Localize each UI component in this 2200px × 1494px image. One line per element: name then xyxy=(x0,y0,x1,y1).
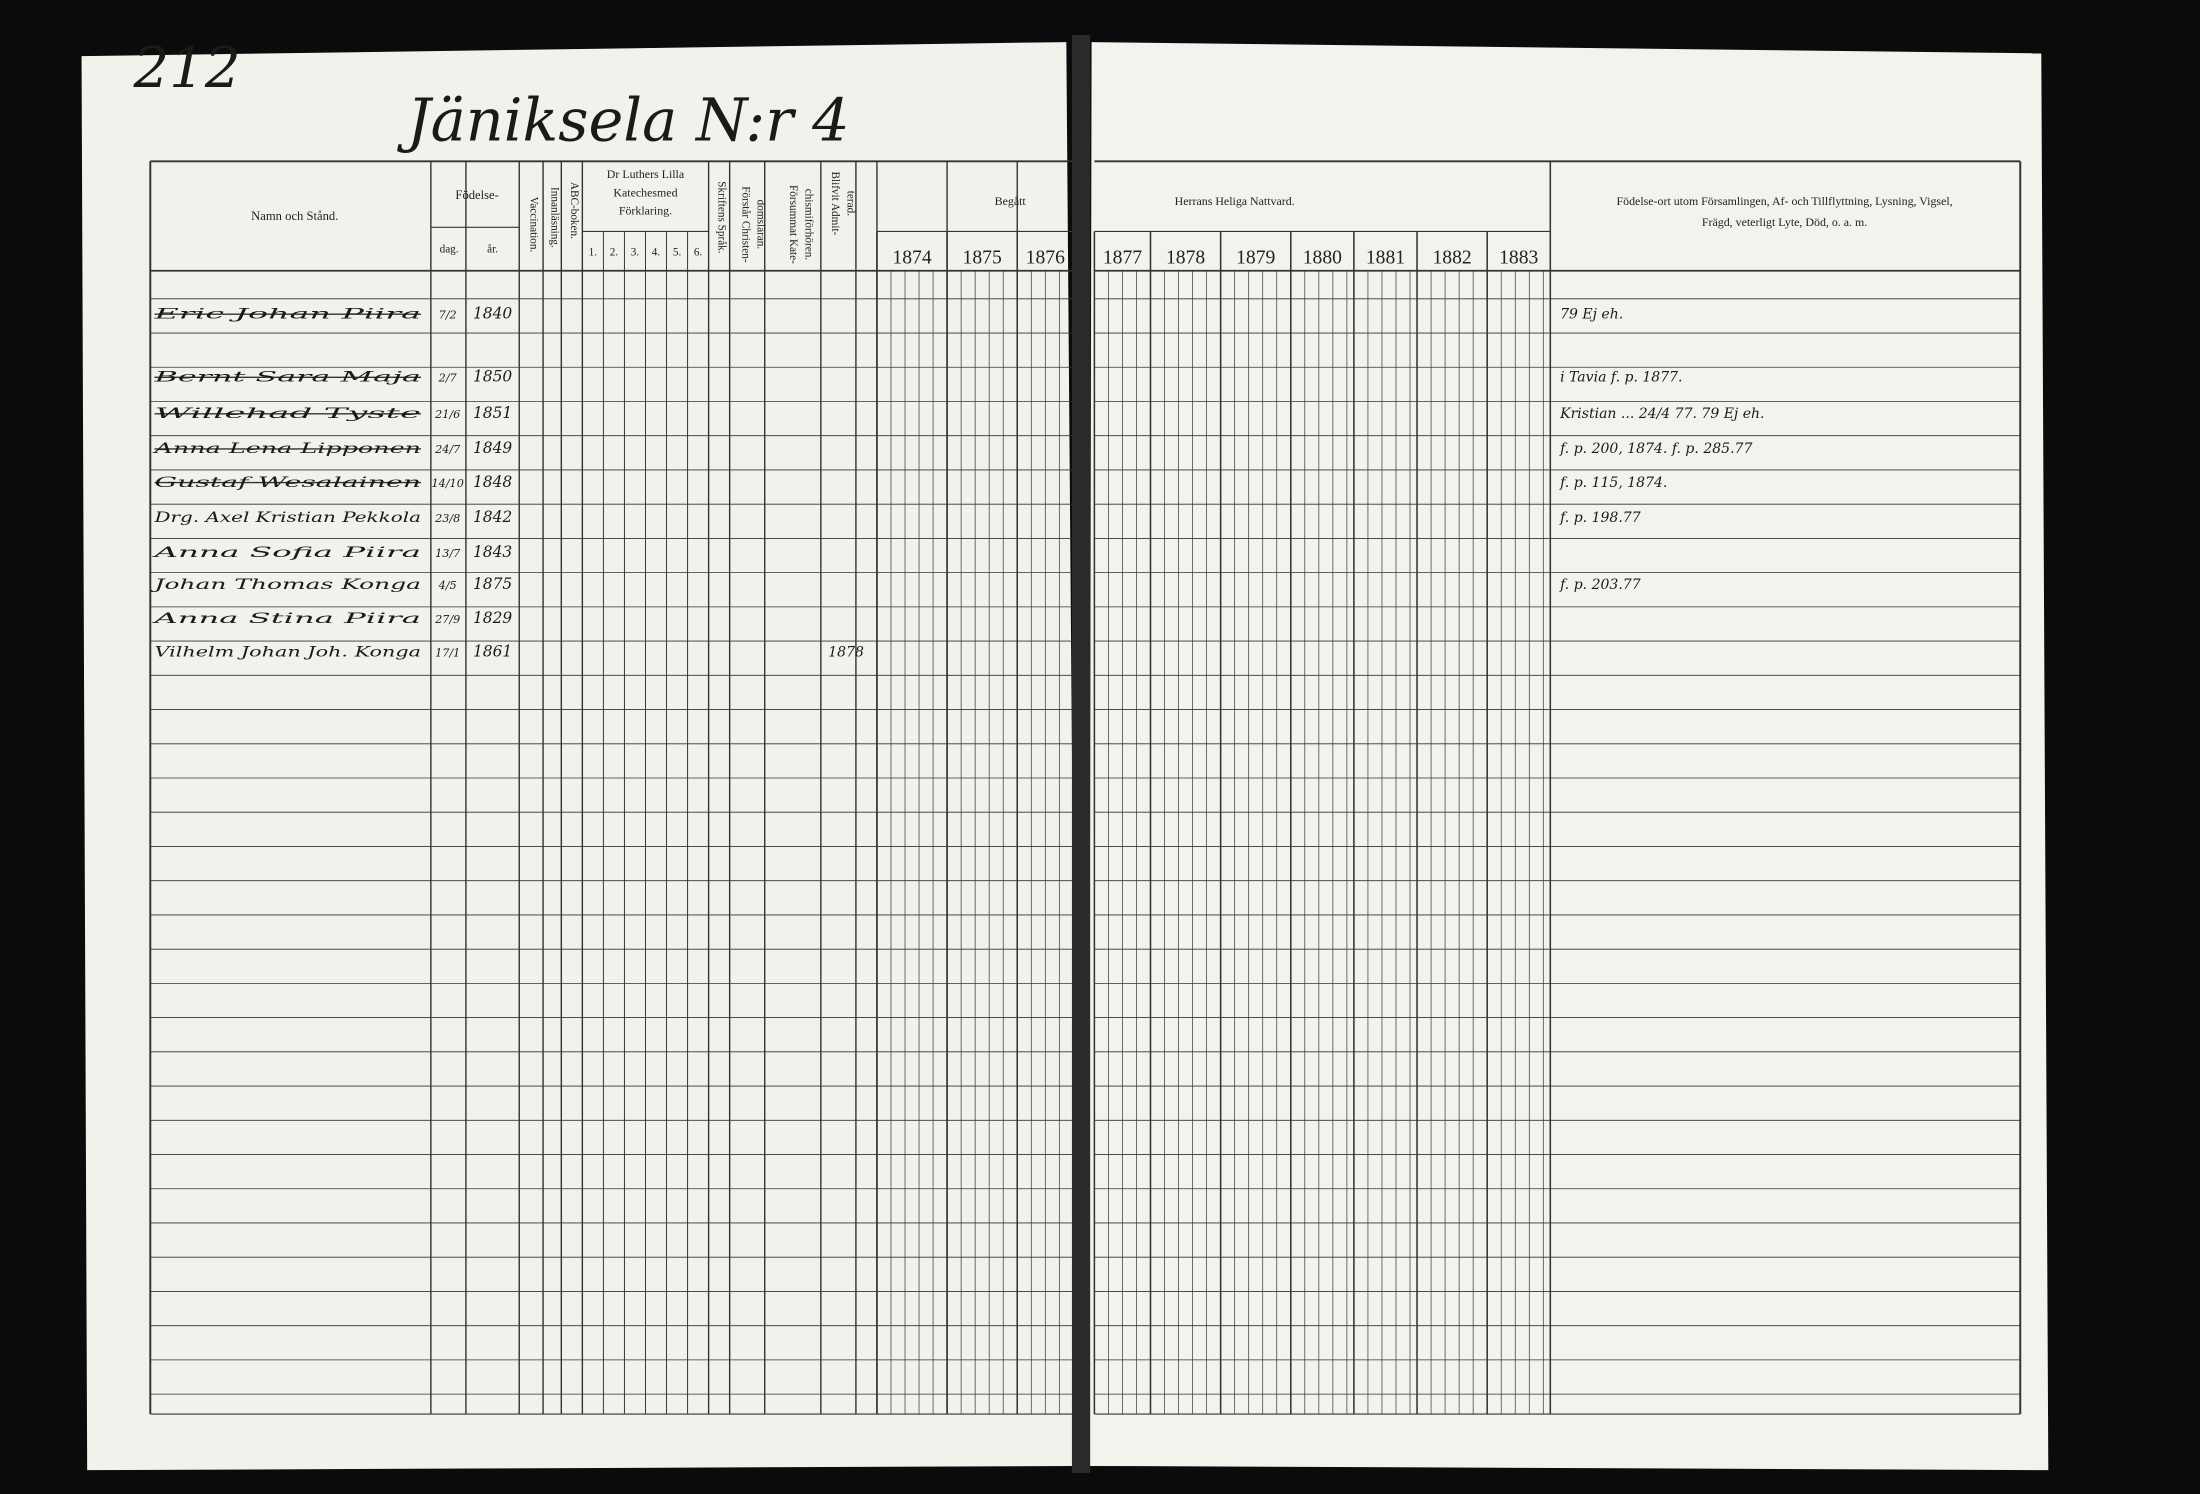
entry-name: Anna Sofia Piira xyxy=(150,545,421,561)
entry-day: 27/9 xyxy=(434,613,460,626)
entry-remark: f. p. 115, 1874. xyxy=(1559,475,1667,491)
header-text: Herrans Heliga Nattvard. xyxy=(1175,194,1295,208)
entry-day: 21/6 xyxy=(434,408,460,421)
entry-name: Anna Lena Lipponen xyxy=(151,441,421,457)
entry-name: Drg. Axel Kristian Pekkola xyxy=(153,510,421,526)
year-label: 1879 xyxy=(1236,248,1275,269)
entry-day: 4/5 xyxy=(438,579,457,592)
entry-name: Vilhelm Johan Joh. Konga xyxy=(155,645,422,661)
column-header: Blifvit Admit- xyxy=(829,171,841,235)
entry-remark: f. p. 198.77 xyxy=(1559,510,1641,526)
column-header: domsläran. xyxy=(755,200,767,250)
header-text: Dr Luthers Lilla xyxy=(607,167,685,181)
column-header: terad. xyxy=(844,191,856,216)
entry-year: 1842 xyxy=(473,508,512,526)
column-header: Innanläsning. xyxy=(548,187,560,248)
entry-day: 23/8 xyxy=(434,512,460,525)
entry-year: 1848 xyxy=(473,473,512,491)
column-header: Skriftens Språk. xyxy=(715,181,727,253)
year-label: 1877 xyxy=(1103,248,1142,269)
header-text: 4. xyxy=(652,246,661,258)
header-text: 2. xyxy=(610,246,619,258)
year-label: 1881 xyxy=(1366,248,1405,269)
entry-year: 1843 xyxy=(473,543,512,561)
entry-year: 1840 xyxy=(473,304,512,322)
column-header: Vaccination. xyxy=(527,197,539,253)
page-number: 212 xyxy=(132,36,240,101)
entry-day: 17/1 xyxy=(435,647,460,660)
entry-year: 1829 xyxy=(473,609,512,627)
header-text: Förklaring. xyxy=(619,204,672,218)
header-text: 6. xyxy=(694,246,703,258)
entry-name: Gustaf Wesalainen xyxy=(155,475,422,491)
year-label: 1876 xyxy=(1026,248,1065,269)
text-layer: 212 Jäniksela N:r 4 Namn och Stånd. Födelse… xyxy=(132,36,1952,661)
entry-year: 1850 xyxy=(473,368,512,386)
header-text: Födelse-ort utom Församlingen, Af- och T… xyxy=(1617,194,1953,208)
entry-name: Johan Thomas Konga xyxy=(149,577,421,593)
column-header: chismiförhören. xyxy=(802,189,814,261)
entry-remark: f. p. 200, 1874. f. p. 285.77 xyxy=(1559,441,1752,457)
entry-day: 2/7 xyxy=(438,372,458,385)
entry-remark: f. p. 203.77 xyxy=(1559,577,1641,593)
column-header: Försummat Kate- xyxy=(787,185,799,264)
header-text: Katechesmed xyxy=(613,185,677,199)
left-page xyxy=(81,42,1078,1471)
year-label: 1882 xyxy=(1432,248,1471,269)
entry-year: 1849 xyxy=(473,439,512,457)
header-text: år. xyxy=(487,244,498,256)
year-label: 1874 xyxy=(892,248,931,269)
header-text: 1. xyxy=(589,246,598,258)
header-text: 3. xyxy=(631,246,640,258)
year-label: 1875 xyxy=(963,248,1002,269)
year-label: 1883 xyxy=(1499,248,1538,269)
entry-admitted: 1878 xyxy=(828,645,864,661)
header-text: Namn och Stånd. xyxy=(251,209,338,223)
entry-day: 7/2 xyxy=(439,308,457,321)
entry-day: 13/7 xyxy=(435,547,461,560)
header-text: 5. xyxy=(673,246,682,258)
entry-remark: Kristian ... 24/4 77. 79 Ej eh. xyxy=(1559,406,1764,422)
ruling xyxy=(149,160,2022,1415)
header-text: Begått xyxy=(995,194,1027,208)
header-text: Födelse- xyxy=(455,188,498,202)
year-label: 1878 xyxy=(1166,248,1205,269)
spine xyxy=(1071,35,1091,1473)
entry-year: 1861 xyxy=(473,643,512,661)
header-text: Frägd, veterligt Lyte, Död, o. a. m. xyxy=(1702,215,1867,229)
entry-year: 1851 xyxy=(473,404,512,422)
entry-day: 24/7 xyxy=(434,443,461,456)
column-header: ABC-boken. xyxy=(568,182,580,239)
right-page xyxy=(1088,42,2049,1471)
year-label: 1880 xyxy=(1303,248,1342,269)
page-title: Jäniksela N:r 4 xyxy=(397,85,850,154)
entry-year: 1875 xyxy=(473,575,512,593)
entry-name: Eric Johan Piira xyxy=(152,306,421,322)
entry-name: Bernt Sara Maja xyxy=(152,370,421,386)
entry-name: Willehad Tyste xyxy=(155,406,422,422)
column-header: Förstår Christen- xyxy=(739,186,751,263)
header-text: dag. xyxy=(440,244,459,256)
entry-remark: i Tavia f. p. 1877. xyxy=(1560,370,1682,386)
entry-day: 14/10 xyxy=(432,477,464,490)
entry-name: Anna Stina Piira xyxy=(150,611,421,627)
entry-remark: 79 Ej eh. xyxy=(1560,306,1623,322)
